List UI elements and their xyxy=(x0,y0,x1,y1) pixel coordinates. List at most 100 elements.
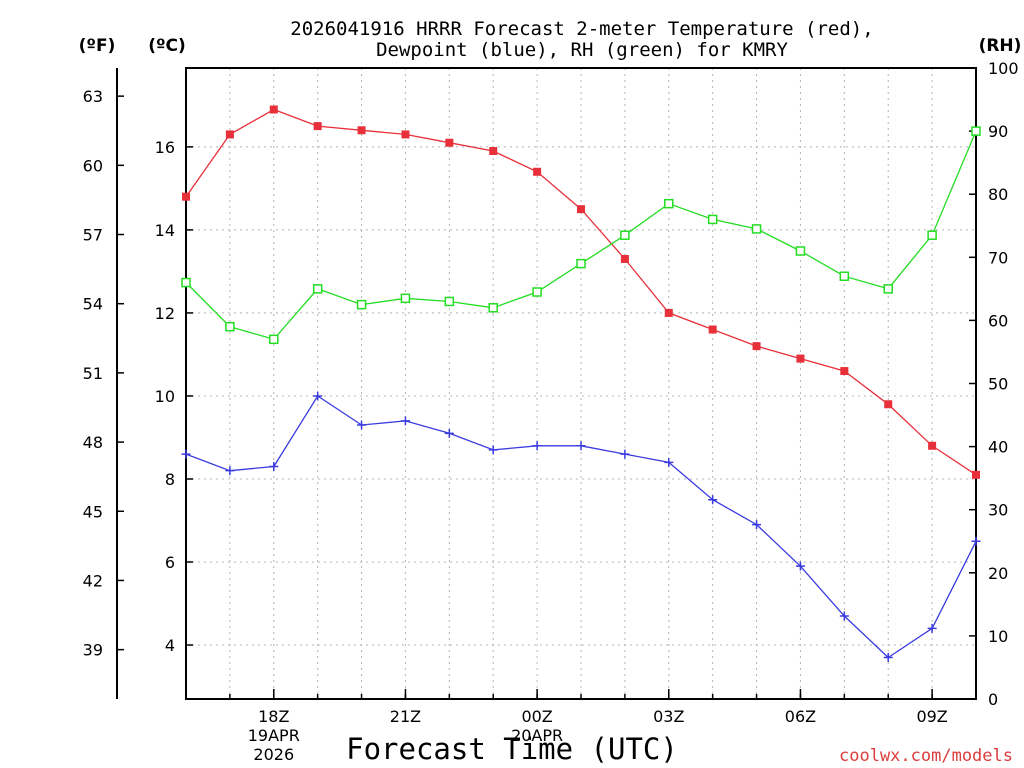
celsius-unit-label: (ºC) xyxy=(148,36,186,56)
celsius-tick-label: 12 xyxy=(155,304,175,323)
rh-tick-label: 90 xyxy=(988,122,1008,141)
temperature-point xyxy=(752,342,761,351)
dewpoint-point xyxy=(576,441,586,451)
rh-point xyxy=(181,277,191,288)
fahrenheit-tick-label: 51 xyxy=(83,364,103,383)
rh-tick-label: 40 xyxy=(988,438,1008,457)
rh-point xyxy=(707,214,718,225)
x-tick-year-label: 2026 xyxy=(253,745,294,764)
temperature-point xyxy=(928,441,937,450)
data-series xyxy=(181,105,981,662)
celsius-tick-label: 4 xyxy=(165,636,175,655)
chart-title: 2026041916 HRRR Forecast 2-meter Tempera… xyxy=(290,18,873,61)
dewpoint-point xyxy=(927,623,937,633)
dewpoint-point xyxy=(971,536,981,546)
rh-tick-label: 10 xyxy=(988,627,1008,646)
x-tick-label: 21Z xyxy=(390,707,421,726)
x-tick-label: 06Z xyxy=(785,707,816,726)
fahrenheit-unit-label: (ºF) xyxy=(79,36,116,56)
fahrenheit-tick-label: 39 xyxy=(83,641,103,660)
rh-tick-label: 20 xyxy=(988,564,1008,583)
temperature-point xyxy=(225,130,234,139)
dewpoint-point xyxy=(795,561,805,571)
temperature-point xyxy=(489,147,498,156)
rh-point xyxy=(225,321,235,332)
celsius-tick-label: 8 xyxy=(165,470,175,489)
fahrenheit-tick-label: 45 xyxy=(83,502,103,521)
dewpoint-point xyxy=(181,449,191,459)
title-line-1: 2026041916 HRRR Forecast 2-meter Tempera… xyxy=(290,18,873,40)
dewpoint-point xyxy=(839,611,849,621)
title-line-2: Dewpoint (blue), RH (green) for KMRY xyxy=(376,39,788,61)
rh-point xyxy=(532,287,542,297)
temperature-point xyxy=(445,138,454,147)
rh-point xyxy=(883,284,893,294)
dewpoint-point xyxy=(444,428,454,438)
temperature-point xyxy=(357,126,366,135)
x-tick-label: 18Z xyxy=(258,707,289,726)
rh-axis: 0 10 20 30 40 50 60 70 80 90 100 xyxy=(969,59,1019,709)
rh-tick-label: 80 xyxy=(988,185,1008,204)
rh-point xyxy=(664,198,674,209)
temperature-point xyxy=(884,400,893,409)
axes xyxy=(116,67,977,700)
rh-tick-label: 30 xyxy=(988,501,1008,520)
dewpoint-point xyxy=(225,466,235,476)
x-tick-date-label: 20APR xyxy=(511,726,563,745)
rh-point xyxy=(312,284,323,294)
rh-point xyxy=(620,230,630,240)
fahrenheit-tick-label: 63 xyxy=(83,87,103,106)
celsius-tick-label: 14 xyxy=(155,221,175,240)
rh-point xyxy=(356,299,367,310)
dewpoint-point xyxy=(752,520,762,530)
celsius-tick-label: 6 xyxy=(165,553,175,572)
fahrenheit-tick-label: 42 xyxy=(83,571,103,590)
x-axis-label: Forecast Time (UTC) xyxy=(346,732,678,766)
rh-point xyxy=(971,126,981,136)
fahrenheit-tick-label: 57 xyxy=(83,226,103,245)
dewpoint-point xyxy=(269,462,279,472)
rh-point xyxy=(751,224,762,234)
grid-lines xyxy=(186,68,976,699)
rh-tick-label: 70 xyxy=(988,248,1008,267)
credit-text: coolwx.com/models xyxy=(839,746,1013,766)
rh-point xyxy=(488,303,498,313)
x-tick-label: 09Z xyxy=(916,707,947,726)
temperature-point xyxy=(182,192,190,201)
temperature-point xyxy=(664,308,673,317)
dewpoint-point xyxy=(357,420,367,430)
fahrenheit-tick-label: 60 xyxy=(83,156,103,175)
celsius-tick-label: 16 xyxy=(155,138,175,157)
dewpoint-point xyxy=(313,391,323,401)
dewpoint-point xyxy=(620,449,630,459)
x-tick-label: 03Z xyxy=(653,707,684,726)
dewpoint-point xyxy=(400,416,410,426)
x-tick-label: 00Z xyxy=(521,707,552,726)
rh-tick-label: 50 xyxy=(988,375,1008,394)
temperature-point xyxy=(401,130,410,139)
dewpoint-point xyxy=(488,445,498,455)
temperature-point xyxy=(577,205,585,214)
rh-point xyxy=(927,230,937,240)
temperature-point xyxy=(269,105,278,114)
rh-point xyxy=(839,271,850,281)
rh-point xyxy=(795,246,806,256)
temperature-point xyxy=(620,254,629,263)
celsius-axis: 4 6 8 10 12 14 16 xyxy=(155,138,193,655)
dewpoint-point xyxy=(883,652,893,662)
fahrenheit-axis: 39 42 45 48 51 54 57 60 63 xyxy=(83,87,124,660)
rh-tick-label: 60 xyxy=(988,311,1008,330)
rh-point xyxy=(444,296,455,307)
temperature-point xyxy=(840,367,849,376)
dewpoint-point xyxy=(664,457,674,467)
celsius-tick-label: 10 xyxy=(155,387,175,406)
rh-point xyxy=(400,293,411,304)
rh-point xyxy=(576,258,586,269)
rh-point xyxy=(269,334,279,345)
temperature-point xyxy=(708,325,717,334)
rh-tick-label: 0 xyxy=(988,690,998,709)
temperature-point xyxy=(972,470,980,479)
fahrenheit-tick-label: 54 xyxy=(83,295,103,314)
